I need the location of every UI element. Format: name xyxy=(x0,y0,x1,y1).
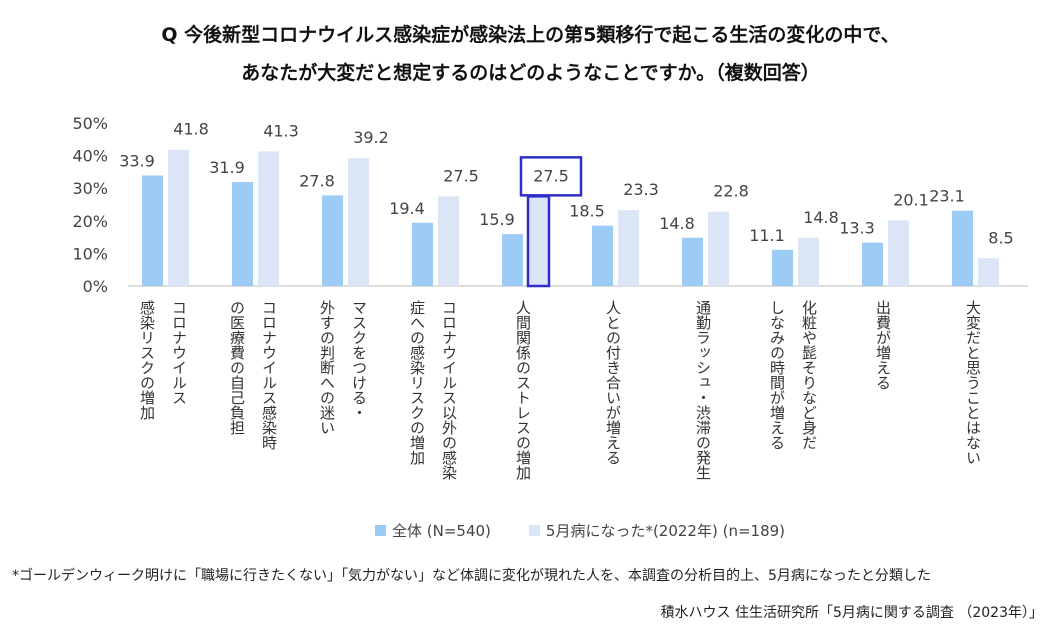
footnote: *ゴールデンウィーク明けに「職場に行きたくない」「気力がない」など体調に変化が現… xyxy=(12,568,931,584)
data-label-series1: 31.9 xyxy=(209,158,245,177)
category-label: コロナウイルス以外の感染 xyxy=(440,300,458,480)
legend-swatch-series1 xyxy=(375,525,386,536)
category-label: 感染リスクの増加 xyxy=(138,300,156,421)
data-label-series2: 20.1 xyxy=(893,190,929,209)
chart-title-line1: Q 今後新型コロナウイルス感染症が感染法上の第5類移行で起こる生活の変化の中で、 xyxy=(161,24,900,46)
data-label-series2: 8.5 xyxy=(988,228,1013,247)
bar-series2 xyxy=(618,210,639,286)
legend-label-series1: 全体 (N=540) xyxy=(392,522,491,540)
data-label-series1: 13.3 xyxy=(839,219,875,238)
legend-swatch-series2 xyxy=(528,525,540,536)
bar-series2 xyxy=(798,237,819,286)
bar-series2 xyxy=(258,151,279,286)
y-tick-label: 0% xyxy=(83,277,108,296)
bar-series2 xyxy=(708,211,729,286)
category-label: マスクをつける・ xyxy=(350,300,368,420)
data-label-series2: 39.2 xyxy=(353,128,389,147)
data-label-series1: 14.8 xyxy=(659,214,695,233)
legend-item-series1: 全体 (N=540) xyxy=(375,520,491,541)
data-label-series2: 23.3 xyxy=(623,180,659,199)
bar-series2 xyxy=(888,220,909,286)
bar-series1 xyxy=(592,225,613,286)
category-label: 出費が増える xyxy=(874,300,892,390)
category-label: 人間関係のストレスの増加 xyxy=(514,300,532,481)
category-label: 化粧や髭そりなど身だ xyxy=(800,300,818,450)
bar-series2 xyxy=(438,196,459,286)
category-label: 症への感染リスクの増加 xyxy=(408,300,426,466)
legend: 全体 (N=540) 5月病になった*(2022年) (n=189) xyxy=(375,520,823,541)
bar-series1 xyxy=(682,237,703,286)
legend-label-series2: 5月病になった*(2022年) (n=189) xyxy=(545,522,786,540)
bar-series1 xyxy=(412,222,433,286)
data-label-series1: 11.1 xyxy=(749,226,785,245)
bar-series2 xyxy=(978,258,999,286)
category-label: 人との付き合いが増える xyxy=(604,300,622,465)
bar-series1 xyxy=(502,234,523,286)
y-tick-label: 40% xyxy=(72,147,108,166)
data-label-series2: 27.5 xyxy=(443,166,479,185)
bar-series1 xyxy=(322,195,343,286)
bar-series1 xyxy=(952,210,973,286)
category-label: 大変だと思うことはない xyxy=(964,300,982,465)
bar-series1 xyxy=(772,249,793,286)
category-label: 外すの判断への迷い xyxy=(318,300,336,435)
category-label: 通勤ラッシュ・渋滞の発生 xyxy=(694,300,712,480)
data-label-series1: 23.1 xyxy=(929,187,965,206)
bar-series2 xyxy=(168,149,189,286)
data-label-series1: 33.9 xyxy=(119,151,155,170)
bar-series1 xyxy=(232,182,253,286)
y-tick-label: 30% xyxy=(72,179,108,198)
y-tick-label: 10% xyxy=(72,244,108,263)
bar-series2 xyxy=(348,158,369,286)
data-label-series2: 41.3 xyxy=(263,121,299,140)
category-label: しなみの時間が増える xyxy=(768,300,786,450)
data-label-series2: 14.8 xyxy=(803,208,839,227)
bar-series1 xyxy=(142,175,163,286)
chart-title-line2: あなたが大変だと想定するのはどのようなことですか。（複数回答） xyxy=(241,62,820,84)
category-label: コロナウイルス xyxy=(170,300,188,405)
bar-series2 xyxy=(526,195,551,288)
category-label: の医療費の自己負担 xyxy=(228,300,246,435)
data-label-series2: 27.5 xyxy=(533,166,569,185)
y-tick-label: 50% xyxy=(72,114,108,133)
data-label-series1: 18.5 xyxy=(569,202,605,221)
y-tick-label: 20% xyxy=(72,212,108,231)
data-label-series1: 15.9 xyxy=(479,210,515,229)
data-label-series1: 19.4 xyxy=(389,199,425,218)
data-label-series2: 41.8 xyxy=(173,120,209,139)
source-credit: 積水ハウス 住生活研究所「5月病に関する調査 （2023年）」 xyxy=(660,605,1043,621)
highlight-box xyxy=(519,156,583,197)
legend-item-series2: 5月病になった*(2022年) (n=189) xyxy=(528,520,786,541)
bar-series1 xyxy=(862,242,883,286)
data-label-series2: 22.8 xyxy=(713,182,749,201)
category-label: コロナウイルス感染時 xyxy=(260,300,278,450)
data-label-series1: 27.8 xyxy=(299,171,335,190)
